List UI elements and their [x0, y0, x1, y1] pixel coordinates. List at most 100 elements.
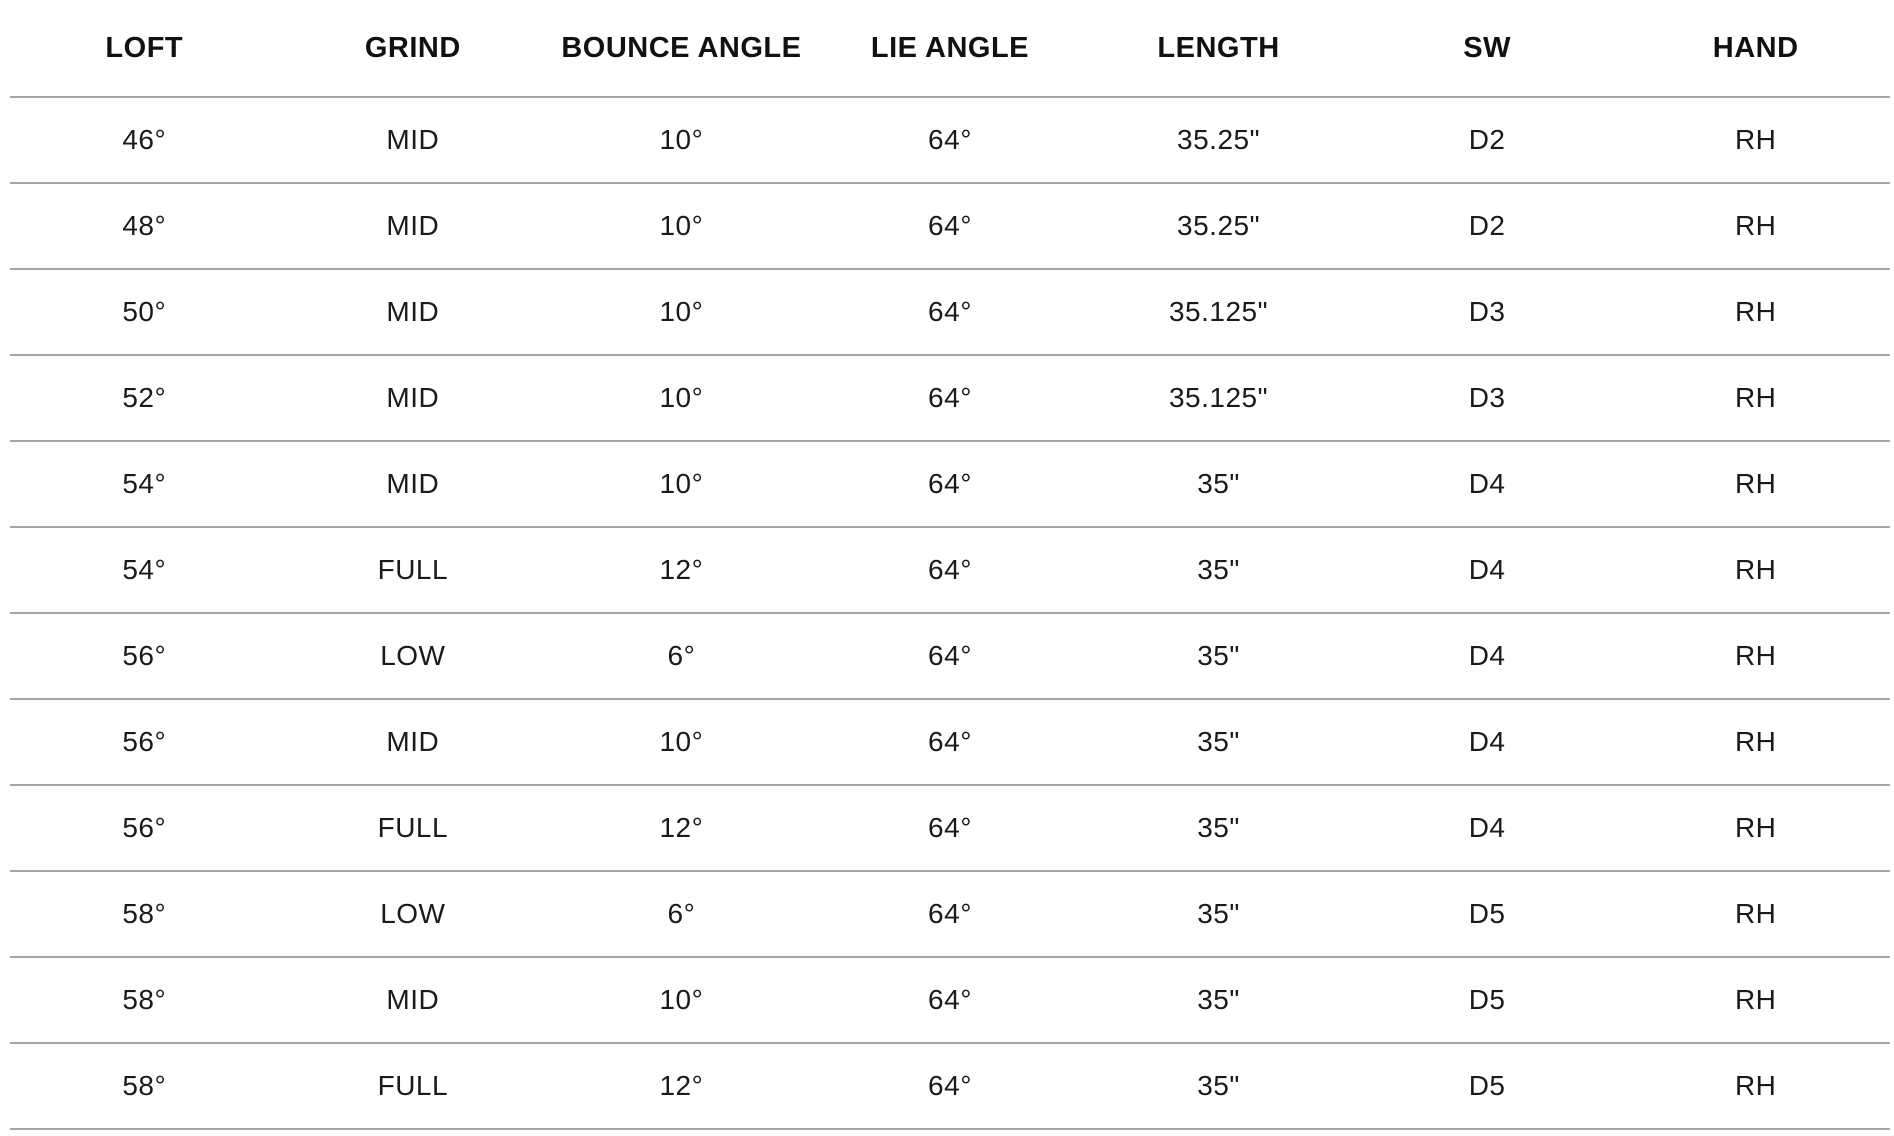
cell-length: 35.25" [1084, 97, 1353, 184]
cell-sw: D2 [1352, 183, 1622, 270]
cell-sw: D4 [1352, 527, 1622, 614]
table-row: 46° MID 10° 64° 35.25" D2 RH [10, 97, 1890, 184]
cell-sw: D5 [1352, 871, 1622, 958]
cell-sw: D4 [1352, 699, 1622, 786]
cell-loft: 54° [10, 527, 279, 614]
table-row: 58° LOW 6° 64° 35" D5 RH [10, 871, 1890, 958]
table-row: 56° LOW 6° 64° 35" D4 RH [10, 613, 1890, 700]
cell-lie-angle: 64° [815, 699, 1085, 786]
table-row: 48° MID 10° 64° 35.25" D2 RH [10, 183, 1890, 270]
cell-bounce-angle: 10° [547, 183, 816, 270]
cell-lie-angle: 64° [815, 785, 1085, 872]
cell-hand: RH [1621, 527, 1890, 614]
cell-length: 35.25" [1084, 183, 1353, 270]
cell-length: 35" [1084, 785, 1353, 872]
cell-length: 35" [1084, 441, 1353, 528]
cell-loft: 58° [10, 871, 279, 958]
cell-bounce-angle: 12° [547, 527, 816, 614]
cell-sw: D5 [1352, 957, 1622, 1044]
header-grind: GRIND [278, 0, 548, 98]
cell-lie-angle: 64° [815, 613, 1085, 700]
cell-sw: D5 [1352, 1043, 1622, 1130]
cell-lie-angle: 64° [815, 183, 1085, 270]
header-lie-angle: LIE ANGLE [815, 0, 1085, 98]
cell-sw: D4 [1352, 613, 1622, 700]
cell-loft: 58° [10, 1043, 279, 1130]
cell-grind: MID [278, 441, 548, 528]
cell-lie-angle: 64° [815, 269, 1085, 356]
cell-hand: RH [1621, 785, 1890, 872]
cell-hand: RH [1621, 871, 1890, 958]
cell-sw: D4 [1352, 441, 1622, 528]
table-row: 56° MID 10° 64° 35" D4 RH [10, 699, 1890, 786]
cell-bounce-angle: 10° [547, 699, 816, 786]
specs-table-head: LOFT GRIND BOUNCE ANGLE LIE ANGLE LENGTH… [10, 0, 1890, 98]
cell-sw: D3 [1352, 355, 1622, 442]
cell-grind: MID [278, 97, 548, 184]
header-hand: HAND [1621, 0, 1890, 98]
cell-lie-angle: 64° [815, 957, 1085, 1044]
cell-hand: RH [1621, 1043, 1890, 1130]
cell-grind: MID [278, 957, 548, 1044]
cell-hand: RH [1621, 183, 1890, 270]
specs-table-body: 46° MID 10° 64° 35.25" D2 RH 48° MID 10°… [10, 97, 1890, 1130]
cell-bounce-angle: 10° [547, 957, 816, 1044]
table-row: 58° MID 10° 64° 35" D5 RH [10, 957, 1890, 1044]
cell-hand: RH [1621, 441, 1890, 528]
cell-lie-angle: 64° [815, 441, 1085, 528]
cell-length: 35" [1084, 699, 1353, 786]
cell-hand: RH [1621, 957, 1890, 1044]
cell-lie-angle: 64° [815, 527, 1085, 614]
cell-grind: LOW [278, 613, 548, 700]
cell-loft: 56° [10, 785, 279, 872]
table-row: 54° FULL 12° 64° 35" D4 RH [10, 527, 1890, 614]
cell-loft: 46° [10, 97, 279, 184]
cell-length: 35" [1084, 527, 1353, 614]
cell-grind: MID [278, 269, 548, 356]
cell-loft: 50° [10, 269, 279, 356]
cell-grind: MID [278, 699, 548, 786]
header-row: LOFT GRIND BOUNCE ANGLE LIE ANGLE LENGTH… [10, 0, 1890, 98]
cell-length: 35" [1084, 871, 1353, 958]
cell-loft: 58° [10, 957, 279, 1044]
header-loft: LOFT [10, 0, 279, 98]
header-bounce-angle: BOUNCE ANGLE [547, 0, 816, 98]
cell-loft: 54° [10, 441, 279, 528]
cell-hand: RH [1621, 355, 1890, 442]
table-row: 50° MID 10° 64° 35.125" D3 RH [10, 269, 1890, 356]
cell-lie-angle: 64° [815, 871, 1085, 958]
cell-lie-angle: 64° [815, 97, 1085, 184]
table-row: 56° FULL 12° 64° 35" D4 RH [10, 785, 1890, 872]
cell-grind: FULL [278, 1043, 548, 1130]
cell-sw: D4 [1352, 785, 1622, 872]
cell-sw: D2 [1352, 97, 1622, 184]
cell-bounce-angle: 6° [547, 613, 816, 700]
cell-loft: 56° [10, 613, 279, 700]
cell-bounce-angle: 10° [547, 441, 816, 528]
cell-bounce-angle: 12° [547, 1043, 816, 1130]
table-row: 58° FULL 12° 64° 35" D5 RH [10, 1043, 1890, 1130]
cell-lie-angle: 64° [815, 1043, 1085, 1130]
cell-loft: 52° [10, 355, 279, 442]
cell-loft: 48° [10, 183, 279, 270]
specs-table: LOFT GRIND BOUNCE ANGLE LIE ANGLE LENGTH… [10, 0, 1890, 1130]
cell-lie-angle: 64° [815, 355, 1085, 442]
cell-grind: FULL [278, 527, 548, 614]
cell-length: 35" [1084, 1043, 1353, 1130]
cell-bounce-angle: 10° [547, 97, 816, 184]
cell-hand: RH [1621, 97, 1890, 184]
cell-hand: RH [1621, 613, 1890, 700]
cell-grind: LOW [278, 871, 548, 958]
cell-bounce-angle: 6° [547, 871, 816, 958]
cell-length: 35.125" [1084, 355, 1353, 442]
cell-length: 35" [1084, 957, 1353, 1044]
cell-bounce-angle: 10° [547, 355, 816, 442]
cell-loft: 56° [10, 699, 279, 786]
cell-bounce-angle: 12° [547, 785, 816, 872]
cell-sw: D3 [1352, 269, 1622, 356]
cell-bounce-angle: 10° [547, 269, 816, 356]
cell-grind: MID [278, 183, 548, 270]
cell-length: 35.125" [1084, 269, 1353, 356]
cell-grind: MID [278, 355, 548, 442]
table-row: 54° MID 10° 64° 35" D4 RH [10, 441, 1890, 528]
